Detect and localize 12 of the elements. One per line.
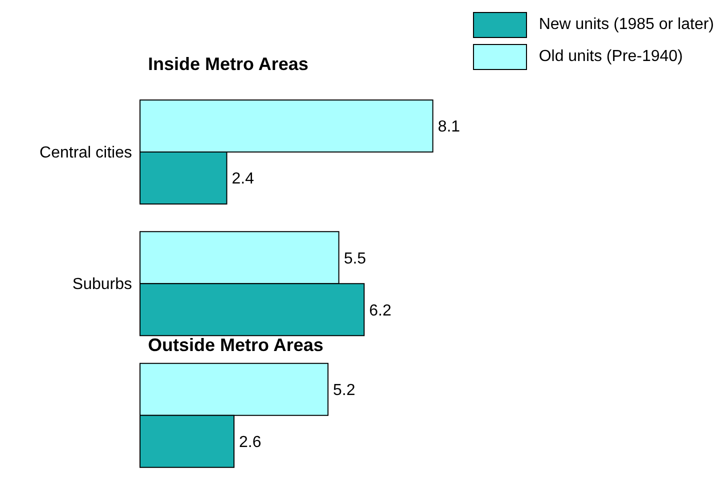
- legend-label: New units (1985 or later): [538, 16, 714, 34]
- data-label: 8.1: [438, 118, 460, 136]
- group-heading: Outside Metro Areas: [148, 335, 324, 356]
- legend-label: Old units (Pre-1940): [538, 48, 683, 66]
- data-label: 5.5: [344, 250, 366, 268]
- y-tick-label: Suburbs: [72, 276, 132, 294]
- data-label: 6.2: [369, 302, 392, 320]
- data-label: 5.2: [332, 382, 356, 400]
- group-heading: Inside Metro Areas: [148, 54, 308, 75]
- data-label: 2.4: [232, 170, 254, 188]
- y-tick-label: Central cities: [40, 144, 132, 162]
- data-label: 2.6: [238, 434, 262, 452]
